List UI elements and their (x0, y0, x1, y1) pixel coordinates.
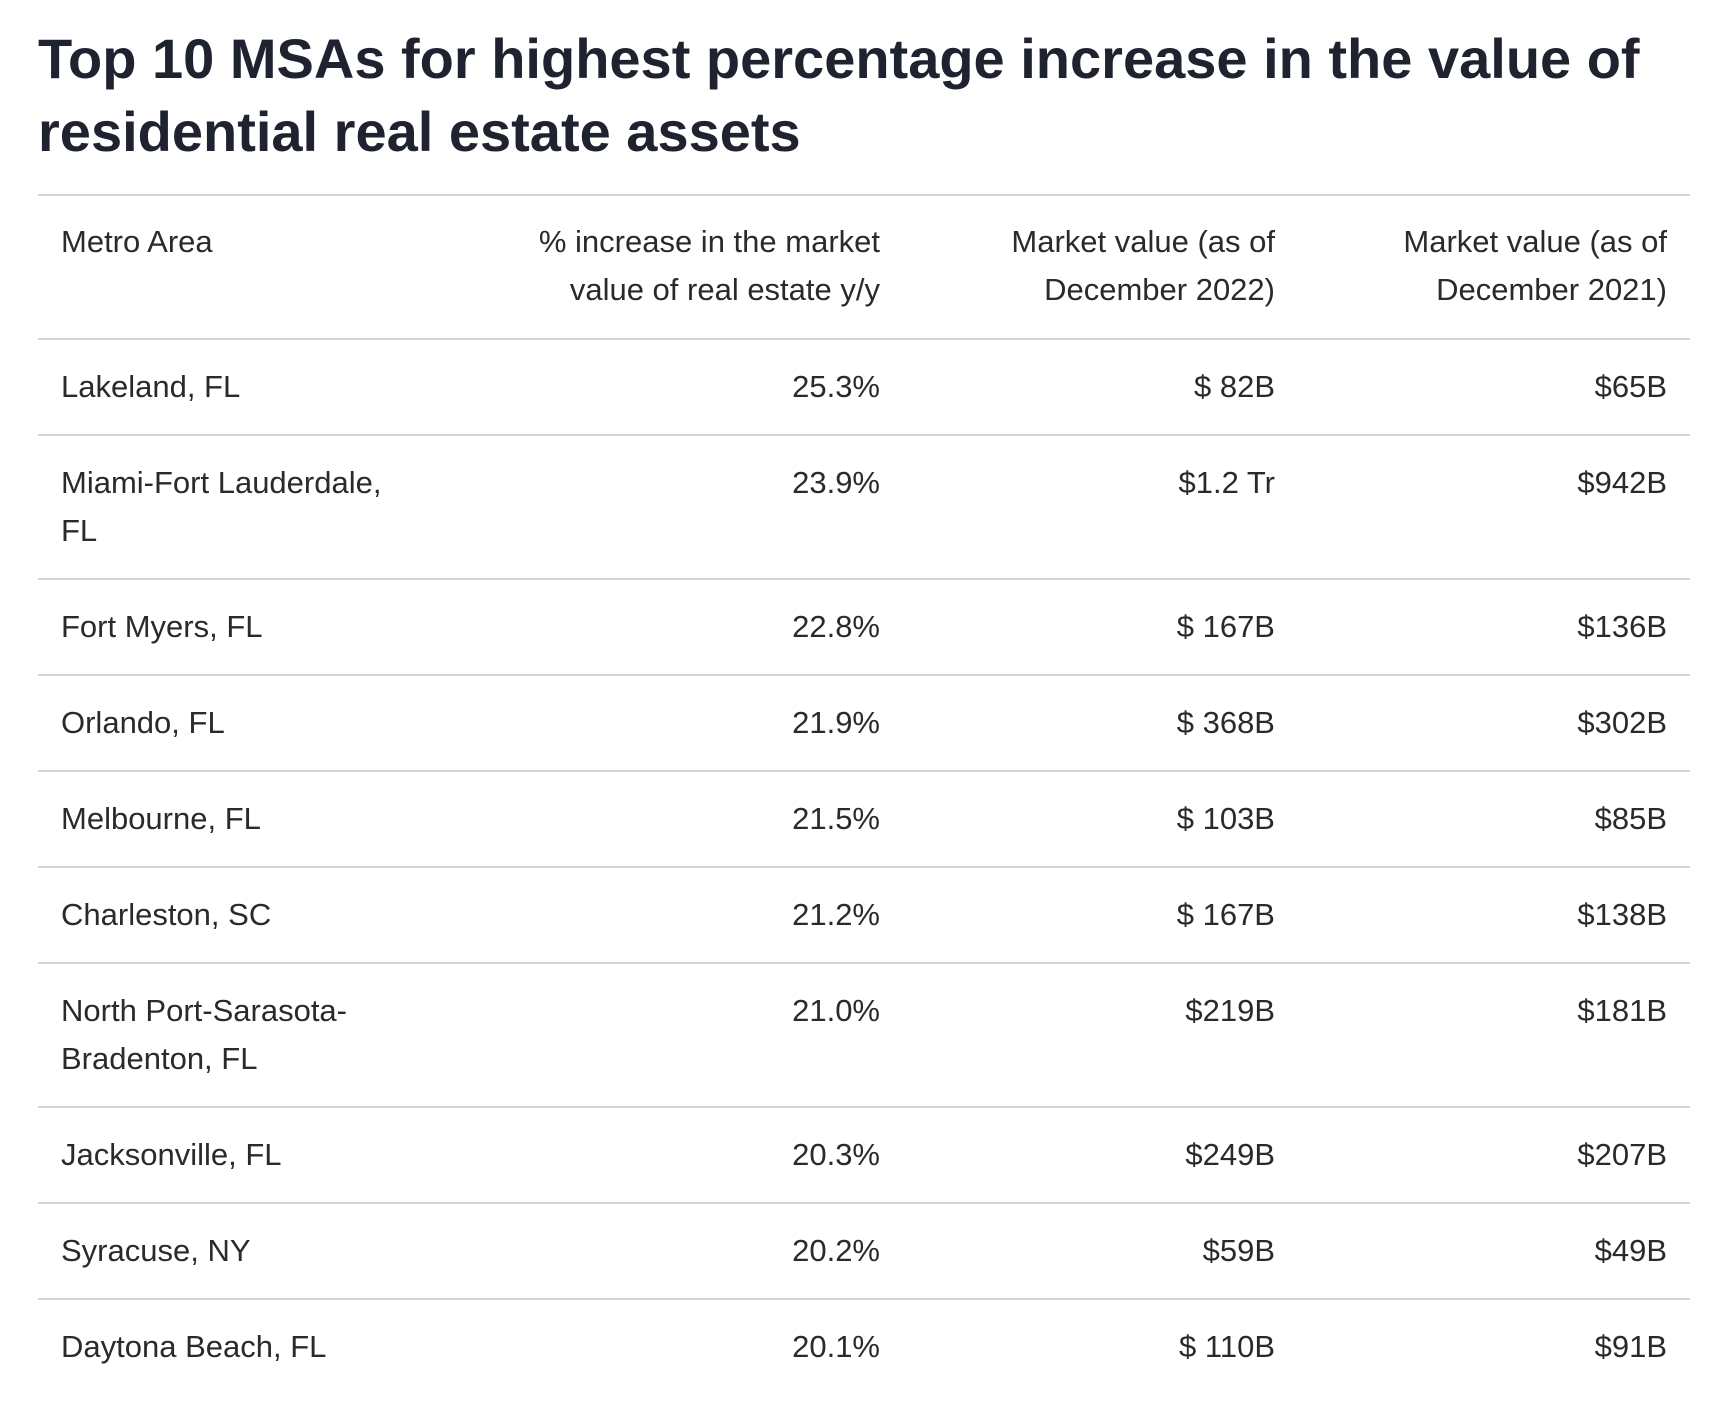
table-cell: $ 110B (1179, 1329, 1275, 1364)
column-header: Market value (as of December 2022) (903, 195, 1298, 340)
table-body: Lakeland, FL 25.3% $ 82B $65B Miami-Fort Lau… (38, 339, 1690, 1394)
table-cell: Jacksonville, FL (38, 1107, 440, 1204)
table-cell: Miami-Fort Lauderdale, FL (38, 435, 440, 580)
title: Top 10 MSAs for highest percentage incre… (38, 27, 1640, 163)
table-cell: $59B (903, 1203, 1298, 1300)
table-cell: 21.5% (440, 771, 903, 868)
table-cell: $138B (1298, 867, 1690, 964)
table-head: Metro Area% increase in the market value… (38, 195, 1690, 340)
table-row: Melbourne, FL 21.5% $ 103B $85B (38, 771, 1690, 868)
table-cell: Fort Myers, FL (38, 579, 440, 676)
table-row: Syracuse, NY 20.2% $59B $49B (38, 1203, 1690, 1300)
table-row: Orlando, FL 21.9% $ 368B $302B (38, 675, 1690, 772)
table-row: Jacksonville, FL 20.3% $249B $207B (38, 1107, 1690, 1204)
table-row: Charleston, SC 21.2% $ 167B $138B (38, 867, 1690, 964)
table-cell: $85B (1298, 771, 1690, 868)
table-row: North Port-Sarasota-Bradenton, FL 21.0% $2… (38, 963, 1690, 1108)
table-cell: $1.2 Tr (903, 435, 1298, 580)
table-cell: $65B (1298, 339, 1690, 436)
table-cell: $ 103B (903, 771, 1298, 868)
table-cell: 21.0% (440, 963, 903, 1108)
table-cell: North Port-Sarasota-Bradenton, FL (38, 963, 440, 1108)
table-cell: 20.3% (440, 1107, 903, 1204)
table-cell: $49B (1298, 1203, 1690, 1300)
table-cell: $942B (1298, 435, 1690, 580)
table-cell: 21.9% (440, 675, 903, 772)
table-cell: $136B (1298, 579, 1690, 676)
table-row: Daytona Beach, FL 20.1% $ 110B $91B (38, 1299, 1690, 1394)
table-cell: 20.1% (792, 1329, 880, 1364)
table-cell: Charleston, SC (38, 867, 440, 964)
table-cell: 20.2% (440, 1203, 903, 1300)
table-cell: Orlando, FL (38, 675, 440, 772)
table-cell: Daytona Beach, FL (61, 1329, 327, 1364)
table-cell: $181B (1298, 963, 1690, 1108)
header-row: Metro Area% increase in the market value… (38, 195, 1690, 340)
table-cell: $91B (1594, 1329, 1667, 1364)
table-cell: $ 167B (903, 867, 1298, 964)
column-header: % increase in the market value of real e… (440, 195, 903, 340)
table-cell: 25.3% (440, 339, 903, 436)
table-cell: 21.2% (440, 867, 903, 964)
table-cell: Melbourne, FL (38, 771, 440, 868)
table-cell: $249B (903, 1107, 1298, 1204)
data-table: Metro Area% increase in the market value… (38, 194, 1690, 1394)
table-row: Miami-Fort Lauderdale, FL 23.9% $1.2 Tr $94… (38, 435, 1690, 580)
column-header: Market value (as of December 2021) (1298, 195, 1690, 340)
column-header: Metro Area (38, 195, 440, 340)
table-row: Lakeland, FL 25.3% $ 82B $65B (38, 339, 1690, 436)
table-cell: Lakeland, FL (38, 339, 440, 436)
table-cell: $302B (1298, 675, 1690, 772)
table-cell: 22.8% (440, 579, 903, 676)
table-cell: 23.9% (440, 435, 903, 580)
table-cell: Syracuse, NY (38, 1203, 440, 1300)
table-cell: $219B (903, 963, 1298, 1108)
table-row: Fort Myers, FL 22.8% $ 167B $136B (38, 579, 1690, 676)
table-cell: $ 82B (903, 339, 1298, 436)
table-cell: $ 368B (903, 675, 1298, 772)
table-cell: $207B (1298, 1107, 1690, 1204)
table-cell: $ 167B (903, 579, 1298, 676)
